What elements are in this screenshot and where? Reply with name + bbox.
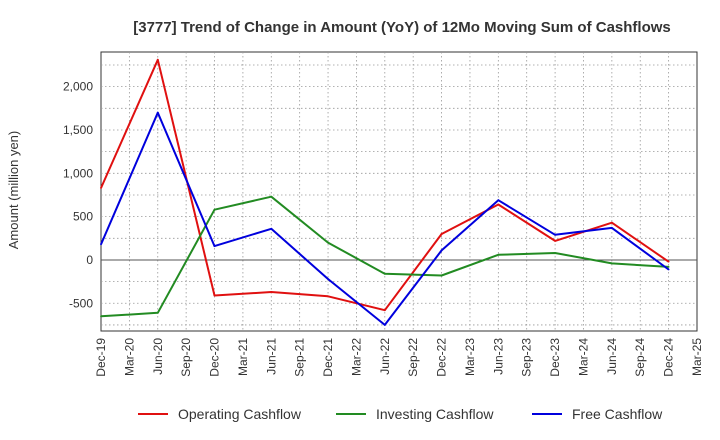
data-point [100,187,102,189]
data-point [497,253,500,256]
data-point [213,208,216,211]
data-point [270,291,273,293]
x-tick-label: Dec-19 [94,338,108,377]
data-point [270,227,273,230]
legend-label: Operating Cashflow [178,406,302,422]
data-point [667,268,670,271]
x-tick-label: Jun-21 [264,338,278,375]
data-point [554,252,556,254]
chart-title: [3777] Trend of Change in Amount (YoY) o… [133,19,671,36]
x-tick-label: Sep-24 [633,338,647,377]
plot-frame [100,51,698,332]
x-tick-label: Jun-22 [378,338,392,375]
x-tick-label: Sep-20 [179,338,193,377]
data-point [100,315,102,318]
legend-label: Free Cashflow [572,406,663,422]
x-tick-label: Dec-21 [321,338,335,377]
x-tick-label: Mar-22 [349,338,363,376]
data-point [213,294,216,297]
y-tick-label: 2,000 [63,80,93,94]
data-point [610,226,613,229]
data-point [100,243,102,246]
data-point [383,309,386,312]
x-tick-label: Dec-22 [435,338,449,377]
x-tick-label: Mar-25 [690,338,704,376]
data-point [554,239,556,242]
legend-label: Investing Cashflow [376,406,494,422]
x-tick-label: Dec-23 [548,338,562,377]
data-point [554,233,556,236]
x-tick-label: Sep-23 [520,338,534,377]
data-point [440,249,443,252]
data-point [270,195,273,198]
y-tick-label: -500 [69,296,93,310]
x-tick-label: Mar-21 [236,338,250,376]
data-point [383,324,386,326]
data-point [440,274,443,277]
data-point [440,233,443,235]
x-tick-label: Jun-23 [491,338,505,375]
data-point [213,245,216,247]
y-axis-label: Amount (million yen) [6,131,21,250]
data-point [497,199,500,202]
data-point [497,203,500,206]
data-point [383,272,386,275]
data-point [610,221,613,224]
x-tick-label: Mar-23 [463,338,477,376]
data-point [327,278,329,280]
data-point [667,260,670,263]
x-tick-label: Jun-24 [605,338,619,375]
data-point [327,295,329,298]
data-point [327,241,329,244]
data-point [667,265,670,268]
x-tick-label: Dec-24 [662,338,676,377]
data-point [156,111,159,114]
y-tick-label: 1,000 [63,166,93,180]
data-point [156,58,159,61]
y-tick-label: 500 [73,210,93,224]
x-tick-label: Sep-22 [406,338,420,377]
x-tick-label: Jun-20 [151,338,165,375]
y-tick-label: 1,500 [63,123,93,137]
data-point [156,311,159,314]
x-tick-label: Dec-20 [208,338,222,377]
x-tick-label: Mar-20 [122,338,136,376]
data-point [610,262,613,265]
y-tick-label: 0 [86,253,93,267]
x-tick-label: Sep-21 [293,338,307,377]
x-tick-label: Mar-24 [576,338,590,376]
